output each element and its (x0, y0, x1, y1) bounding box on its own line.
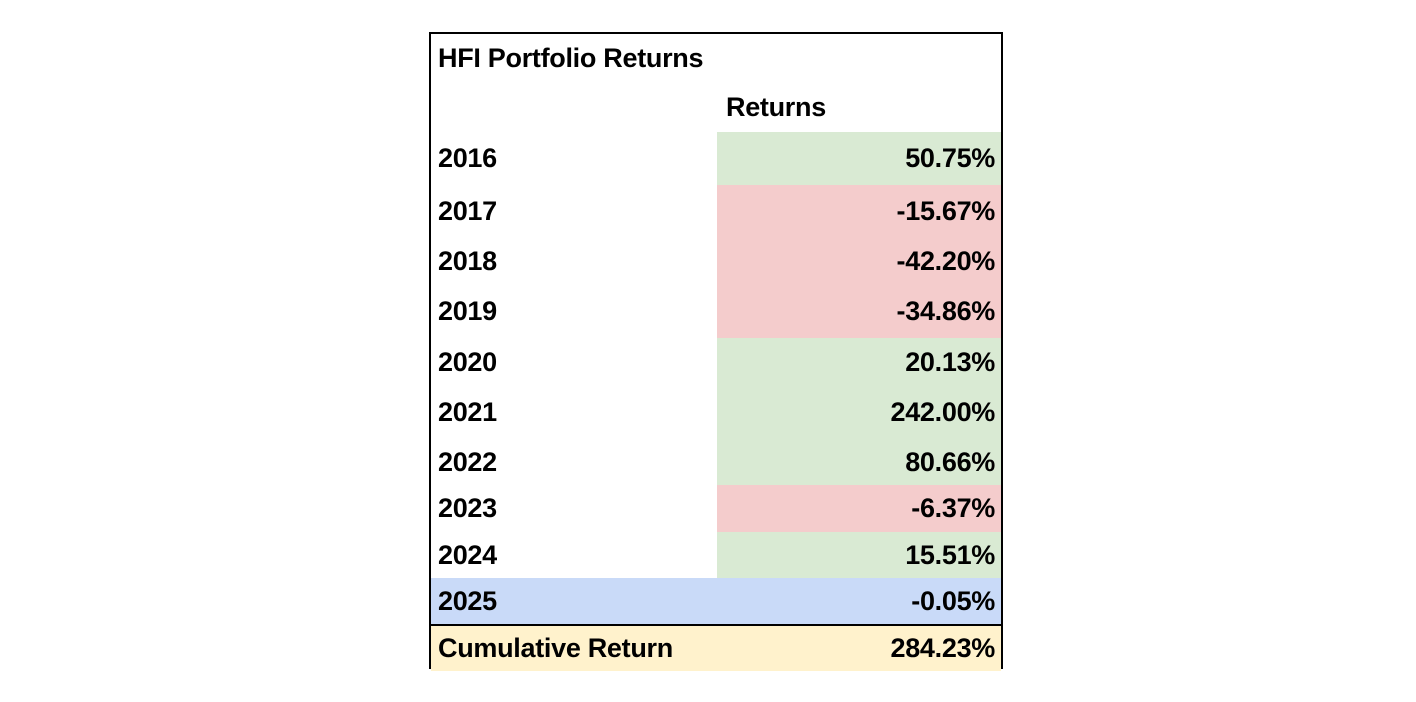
year-cell: 2017 (438, 196, 497, 226)
year-cell: 2025 (438, 585, 497, 616)
table-row: 2024 15.51% (431, 532, 1001, 578)
year-cell: 2024 (438, 539, 497, 570)
return-cell: -6.37% (717, 485, 1001, 532)
table-row: 2017 -15.67% (431, 185, 1001, 238)
table-row: 2019 -34.86% (431, 285, 1001, 338)
table-title: HFI Portfolio Returns (438, 42, 704, 73)
return-cell: -15.67% (717, 185, 1001, 238)
return-cell: -0.05% (911, 585, 995, 616)
year-cell: 2023 (438, 493, 497, 523)
year-cell: 2016 (438, 143, 497, 173)
return-cell: 50.75% (717, 132, 1001, 185)
year-cell: 2018 (438, 246, 497, 276)
year-cell: 2021 (438, 397, 497, 427)
year-cell: 2019 (438, 296, 497, 326)
return-cell: 80.66% (717, 439, 1001, 485)
table-row: 2021 242.00% (431, 386, 1001, 439)
return-cell: 15.51% (717, 532, 1001, 578)
column-header-returns: Returns (726, 91, 826, 122)
table-row: 2016 50.75% (431, 132, 1001, 185)
table-row: 2023 -6.37% (431, 485, 1001, 532)
year-cell: 2020 (438, 346, 497, 377)
table-row: 2018 -42.20% (431, 238, 1001, 285)
return-cell: -42.20% (717, 238, 1001, 285)
cumulative-return-value: 284.23% (890, 633, 996, 663)
return-cell: 20.13% (717, 338, 1001, 386)
cumulative-return-row: Cumulative Return 284.23% (431, 624, 1001, 671)
header-empty-cell (431, 82, 717, 132)
title-row: HFI Portfolio Returns (431, 34, 1001, 82)
table-row: 2020 20.13% (431, 338, 1001, 386)
table-row-current-year: 2025 -0.05% (431, 578, 1001, 624)
returns-table: HFI Portfolio Returns Returns 2016 50.75… (429, 32, 1003, 671)
return-cell: 242.00% (717, 386, 1001, 439)
table-row: 2022 80.66% (431, 439, 1001, 485)
cumulative-return-label: Cumulative Return (438, 633, 673, 663)
year-cell: 2022 (438, 446, 497, 477)
header-row: Returns (431, 82, 1001, 132)
return-cell: -34.86% (717, 285, 1001, 338)
